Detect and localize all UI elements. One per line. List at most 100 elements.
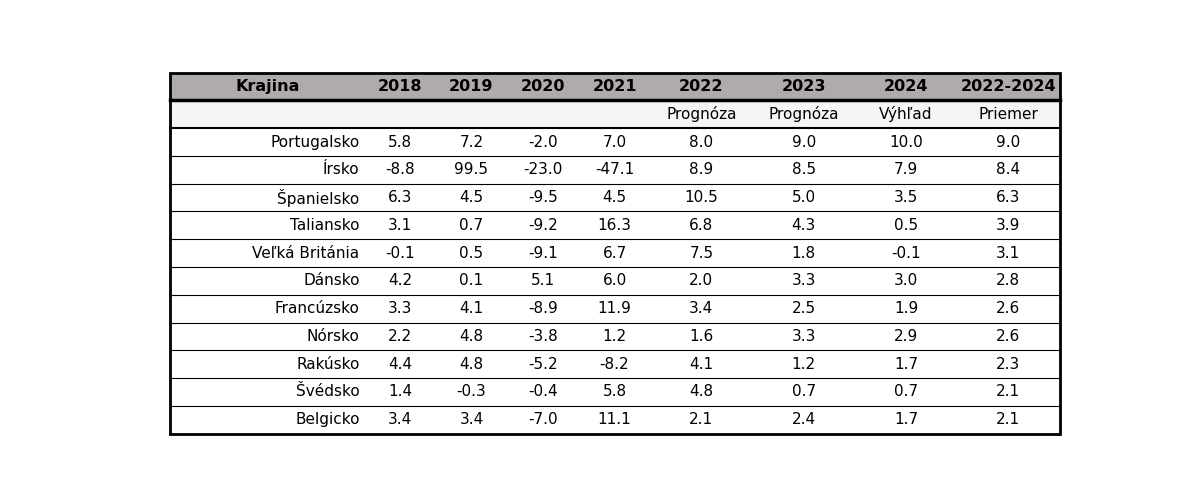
Text: 4.5: 4.5 [602,190,626,205]
Text: 1.6: 1.6 [689,329,714,344]
Text: -9.5: -9.5 [528,190,558,205]
Bar [170,239,1060,267]
Bar [170,73,1060,100]
Text: 0.7: 0.7 [792,384,816,400]
Text: -0.1: -0.1 [385,246,415,260]
Text: 3.1: 3.1 [996,246,1020,260]
Bar [170,350,1060,378]
Text: 4.2: 4.2 [388,273,412,288]
Text: 1.7: 1.7 [894,412,918,427]
Text: Francúzsko: Francúzsko [275,301,360,316]
Text: 6.0: 6.0 [602,273,626,288]
Text: 3.3: 3.3 [388,301,412,316]
Text: 3.3: 3.3 [792,329,816,344]
Bar [170,267,1060,295]
Text: -7.0: -7.0 [528,412,558,427]
Text: 4.1: 4.1 [460,301,484,316]
Text: 4.8: 4.8 [460,329,484,344]
Text: Belgicko: Belgicko [295,412,360,427]
Text: 5.8: 5.8 [388,134,412,150]
Text: -8.8: -8.8 [385,163,415,177]
Text: Nórsko: Nórsko [307,329,360,344]
Text: Španielsko: Španielsko [277,189,360,206]
Text: 8.9: 8.9 [689,163,714,177]
Text: 8.5: 8.5 [792,163,816,177]
Text: -8.2: -8.2 [600,357,629,371]
Text: 2.3: 2.3 [996,357,1020,371]
Text: 5.1: 5.1 [530,273,556,288]
Bar [170,378,1060,406]
Text: 5.8: 5.8 [602,384,626,400]
Text: Dánsko: Dánsko [304,273,360,288]
Text: -0.3: -0.3 [456,384,486,400]
Text: 8.0: 8.0 [689,134,714,150]
Text: -9.2: -9.2 [528,218,558,233]
Text: 1.2: 1.2 [792,357,816,371]
Text: 3.3: 3.3 [792,273,816,288]
Text: 3.4: 3.4 [388,412,412,427]
Text: 6.8: 6.8 [689,218,714,233]
Text: 7.9: 7.9 [894,163,918,177]
Text: Rakúsko: Rakúsko [296,357,360,371]
Text: 2.5: 2.5 [792,301,816,316]
Text: 3.1: 3.1 [388,218,412,233]
Text: 2023: 2023 [781,79,826,94]
Text: -23.0: -23.0 [523,163,563,177]
Text: 9.0: 9.0 [996,134,1020,150]
Text: 2020: 2020 [521,79,565,94]
Text: 2022-2024: 2022-2024 [960,79,1056,94]
Text: Portugalsko: Portugalsko [270,134,360,150]
Text: -3.8: -3.8 [528,329,558,344]
Text: 0.7: 0.7 [460,218,484,233]
Text: 0.5: 0.5 [460,246,484,260]
Text: 3.4: 3.4 [460,412,484,427]
Text: 6.7: 6.7 [602,246,626,260]
Text: 9.0: 9.0 [792,134,816,150]
Text: 11.9: 11.9 [598,301,631,316]
Text: 2.2: 2.2 [388,329,412,344]
Text: 2019: 2019 [449,79,493,94]
Bar [170,100,1060,128]
Text: 2024: 2024 [884,79,929,94]
Text: 2018: 2018 [378,79,422,94]
Text: 4.4: 4.4 [388,357,412,371]
Text: -0.1: -0.1 [892,246,920,260]
Text: 2021: 2021 [593,79,637,94]
Bar [170,211,1060,239]
Text: 2.1: 2.1 [689,412,714,427]
Bar [170,128,1060,156]
Text: 2.6: 2.6 [996,329,1020,344]
Bar [170,406,1060,434]
Text: -9.1: -9.1 [528,246,558,260]
Text: 3.9: 3.9 [996,218,1020,233]
Text: 7.0: 7.0 [602,134,626,150]
Text: Švédsko: Švédsko [295,384,360,400]
Text: 2.6: 2.6 [996,301,1020,316]
Text: Prognóza: Prognóza [666,106,737,122]
Text: 2.8: 2.8 [996,273,1020,288]
Text: 4.5: 4.5 [460,190,484,205]
Bar [170,323,1060,350]
Text: Prognóza: Prognóza [768,106,839,122]
Text: 1.8: 1.8 [792,246,816,260]
Text: 6.3: 6.3 [996,190,1020,205]
Text: Taliansko: Taliansko [290,218,360,233]
Text: 2.9: 2.9 [894,329,918,344]
Text: 2.1: 2.1 [996,412,1020,427]
Text: 3.4: 3.4 [689,301,714,316]
Text: -0.4: -0.4 [528,384,558,400]
Text: 16.3: 16.3 [598,218,631,233]
Text: Krajina: Krajina [235,79,300,94]
Bar [170,184,1060,211]
Text: 1.7: 1.7 [894,357,918,371]
Text: -47.1: -47.1 [595,163,634,177]
Text: 4.8: 4.8 [689,384,714,400]
Text: 2022: 2022 [679,79,724,94]
Text: Veľká Británia: Veľká Británia [252,246,360,260]
Text: 7.5: 7.5 [689,246,714,260]
Text: Priemer: Priemer [978,107,1038,122]
Text: 7.2: 7.2 [460,134,484,150]
Text: 8.4: 8.4 [996,163,1020,177]
Text: 4.3: 4.3 [792,218,816,233]
Text: 10.5: 10.5 [684,190,719,205]
